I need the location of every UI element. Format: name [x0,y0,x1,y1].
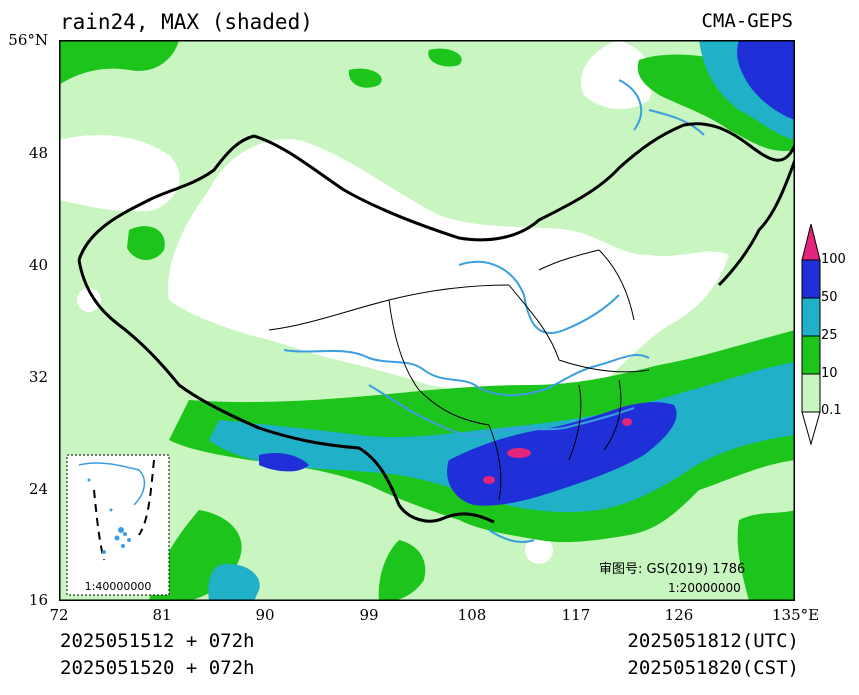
map-scale-label: 1:20000000 [668,581,741,595]
legend-label-0-1: 0.1 [821,403,842,418]
map-frame [59,40,795,601]
lon-tick-90: 90 [255,606,275,624]
map-title: rain24, MAX (shaded) [60,10,313,34]
rivers [283,79,705,543]
lat-tick-32: 32 [28,368,48,386]
lon-tick-81: 81 [152,606,172,624]
legend-swatch-50 [801,259,821,299]
model-source-label: CMA-GEPS [701,10,793,32]
lat-tick-24: 24 [28,480,48,498]
init-time-cst: 2025051520 + 072h [60,657,255,679]
init-time-utc: 2025051512 + 072h [60,630,255,652]
legend-swatch-100 [801,223,821,261]
extreme-rain-regions [483,418,632,484]
precipitation-map: 1:40000000 审图号: GS(2019) 1786 1:20000000 [59,40,795,601]
legend-swatch-0-1 [801,373,821,413]
legend-label-100: 100 [821,252,846,267]
inset-scale-label: 1:40000000 [85,580,152,593]
precipitation-colorbar [801,223,821,446]
lon-tick-117: 117 [561,606,591,624]
legend-label-50: 50 [821,290,838,305]
valid-time-cst: 2025051820(CST) [627,657,799,679]
very-heavy-rain-regions [259,40,795,506]
lon-tick-108: 108 [457,606,487,624]
lat-tick-56: 56°N [8,31,48,49]
legend-label-25: 25 [821,328,838,343]
legend-label-10: 10 [821,366,838,381]
lat-tick-40: 40 [28,256,48,274]
province-borders [268,249,650,501]
lon-tick-99: 99 [359,606,379,624]
lon-tick-126: 126 [664,606,694,624]
map-review-number: 审图号: GS(2019) 1786 [599,562,745,577]
legend-swatch-10 [801,335,821,375]
lat-tick-16: 16 [28,591,48,609]
valid-time-utc: 2025051812(UTC) [627,630,799,652]
lon-tick-135: 135°E [772,606,820,624]
lon-tick-72: 72 [49,606,69,624]
legend-swatch-below [801,411,821,446]
south-china-sea-inset: 1:40000000 [66,454,170,596]
lat-tick-48: 48 [28,144,48,162]
national-border [77,122,795,524]
legend-swatch-25 [801,297,821,337]
